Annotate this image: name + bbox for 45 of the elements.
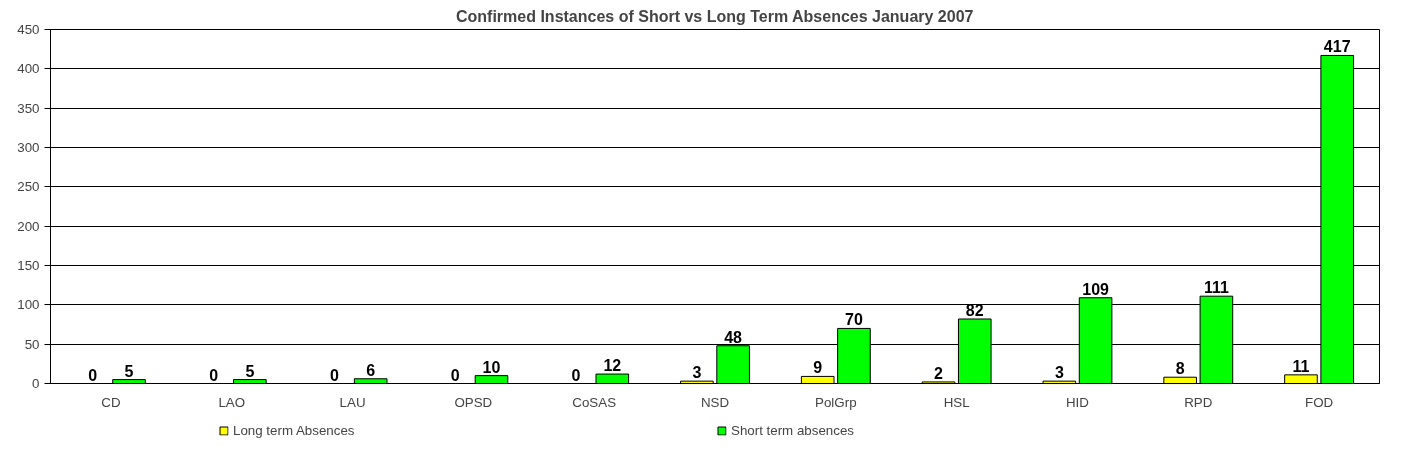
data-label: 111 (1203, 279, 1229, 297)
data-label: 6 (366, 361, 376, 379)
data-label: 12 (603, 357, 622, 375)
data-label: 109 (1082, 280, 1110, 298)
y-tick-label: 50 (24, 336, 40, 352)
y-tick-label: 250 (17, 179, 40, 195)
x-tick-label: HSL (943, 394, 970, 410)
y-tick-label: 400 (17, 61, 40, 77)
data-label: 3 (1054, 364, 1064, 382)
data-label: 70 (845, 311, 863, 329)
data-label: 0 (329, 366, 339, 384)
data-label: 11 (1292, 357, 1310, 375)
x-tick-label: RPD (1184, 394, 1213, 410)
data-label: 417 (1323, 38, 1351, 56)
data-label: 10 (482, 358, 501, 376)
x-tick-label: CD (101, 394, 121, 410)
data-label: 0 (209, 366, 219, 384)
data-label: 9 (813, 359, 823, 377)
y-tick-label: 150 (17, 258, 40, 273)
data-label: 5 (124, 362, 134, 380)
chart-title: Confirmed Instances of Short vs Long Term Absences January 2007 (455, 7, 974, 25)
data-label: 3 (692, 364, 702, 382)
data-label: 0 (571, 366, 581, 384)
data-label: 0 (450, 366, 460, 384)
y-tick-label: 0 (32, 376, 40, 391)
data-label: 48 (724, 328, 743, 346)
y-tick-label: 100 (17, 297, 40, 313)
y-tick-label: 300 (17, 140, 40, 155)
y-tick-label: 350 (17, 100, 40, 116)
y-tick-label: 200 (17, 218, 40, 234)
x-tick-label: PolGrp (815, 394, 857, 410)
y-tick-label: 450 (17, 22, 40, 37)
x-tick-label: OPSD (454, 394, 493, 410)
legend-label: Short term absences (731, 422, 855, 438)
data-label: 2 (934, 364, 944, 382)
data-label: 8 (1175, 360, 1185, 378)
data-label: 0 (88, 366, 98, 384)
x-tick-label: NSD (700, 394, 730, 410)
x-tick-label: CoSAS (572, 394, 617, 410)
data-label: 5 (245, 362, 255, 380)
legend-label: Long term Absences (233, 422, 356, 438)
x-tick-label: LAU (339, 394, 366, 410)
x-tick-label: HID (1065, 394, 1089, 410)
x-tick-label: LAO (218, 394, 246, 410)
x-tick-label: FOD (1305, 394, 1334, 410)
